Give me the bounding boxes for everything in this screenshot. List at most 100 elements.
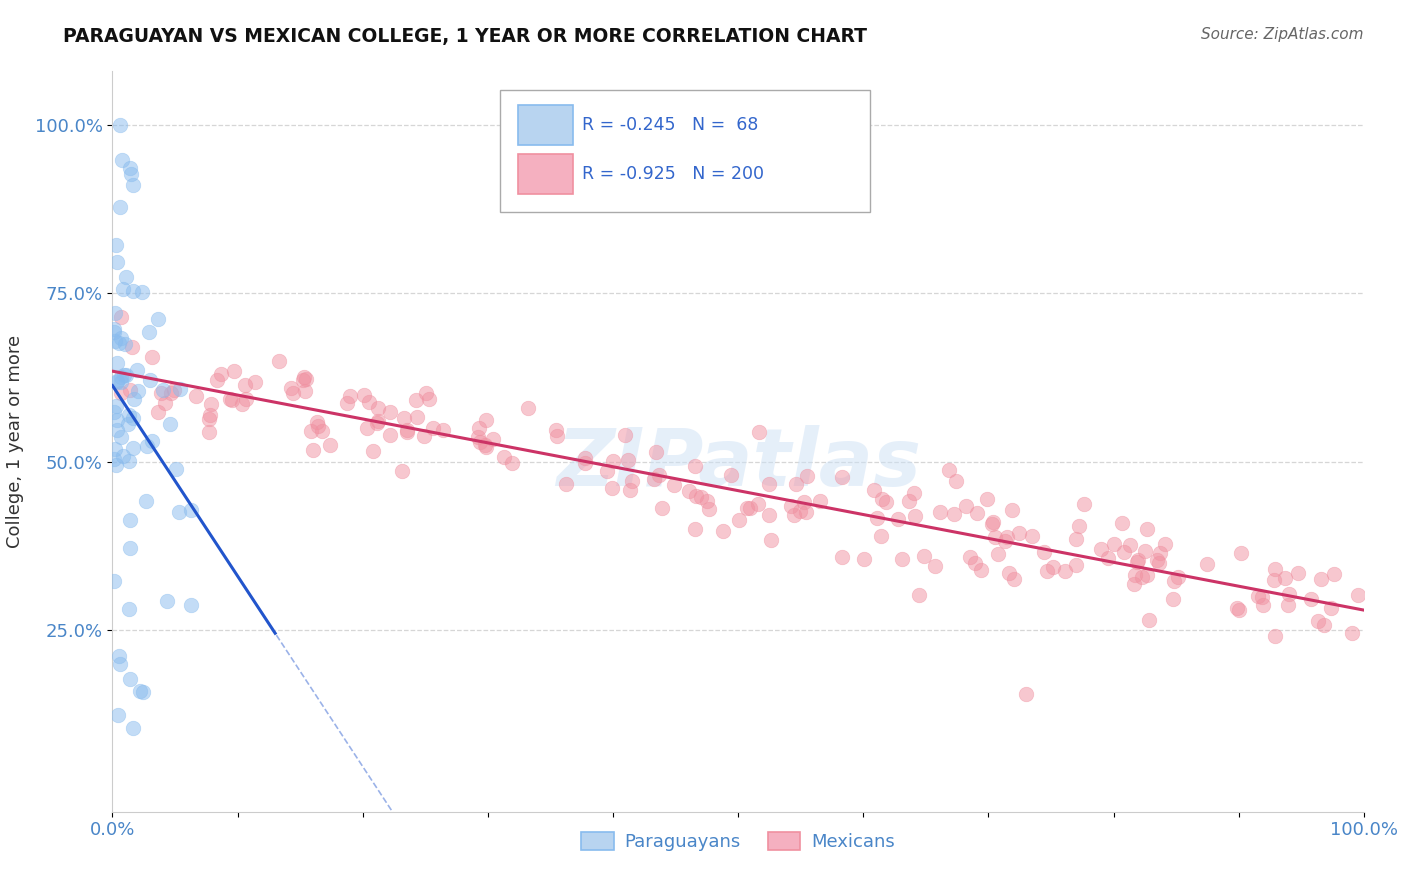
Point [1286, 566, 1309, 581]
Point [136, 439, 159, 453]
Point [103, 334, 125, 348]
Point [122, 392, 145, 407]
Point [104, 237, 127, 252]
Point [222, 364, 245, 378]
Point [218, 392, 240, 407]
Point [1226, 601, 1249, 615]
Point [110, 330, 132, 344]
Legend: Paraguayans, Mexicans: Paraguayans, Mexicans [574, 824, 903, 858]
Point [1097, 550, 1119, 565]
Point [1064, 558, 1087, 573]
Point [758, 477, 780, 491]
Point [107, 356, 129, 370]
Point [115, 368, 138, 383]
Point [644, 445, 666, 459]
Point [291, 373, 314, 387]
Point [110, 385, 132, 400]
Point [105, 412, 128, 426]
Point [105, 374, 128, 388]
Point [120, 513, 142, 527]
Point [1167, 570, 1189, 584]
Point [1135, 544, 1157, 558]
Point [367, 414, 389, 428]
Point [898, 494, 921, 508]
Point [997, 566, 1019, 580]
Point [945, 474, 967, 488]
Point [105, 423, 128, 437]
Point [233, 377, 256, 392]
Point [696, 494, 718, 508]
Point [292, 369, 315, 384]
Point [169, 505, 191, 519]
Point [1310, 572, 1333, 586]
Point [129, 683, 152, 698]
Point [122, 441, 145, 455]
Point [904, 508, 927, 523]
Point [112, 449, 135, 463]
Point [1053, 564, 1076, 578]
Point [120, 161, 142, 175]
Point [197, 425, 219, 440]
Point [149, 385, 172, 400]
Point [1104, 537, 1126, 551]
Point [105, 399, 128, 413]
Point [984, 530, 1007, 544]
Point [281, 385, 304, 400]
Point [112, 368, 135, 382]
Point [295, 372, 318, 386]
Point [1112, 545, 1135, 559]
Point [1274, 571, 1296, 585]
Point [104, 306, 127, 320]
Point [1064, 532, 1087, 546]
Point [928, 505, 950, 519]
Point [209, 367, 232, 381]
Point [711, 524, 734, 538]
Point [1163, 574, 1185, 589]
Point [395, 425, 418, 439]
Point [908, 588, 931, 602]
Point [138, 325, 160, 339]
Point [468, 421, 491, 435]
Point [366, 416, 388, 430]
Point [1320, 601, 1343, 615]
Point [1000, 503, 1022, 517]
Point [1090, 541, 1112, 556]
Point [122, 284, 145, 298]
Point [614, 427, 637, 442]
Text: R = -0.925   N = 200: R = -0.925 N = 200 [582, 164, 763, 183]
Point [118, 383, 141, 397]
Point [467, 430, 489, 444]
Point [664, 478, 686, 492]
Point [1042, 560, 1064, 574]
Point [620, 475, 643, 489]
Y-axis label: College, 1 year or more: College, 1 year or more [6, 335, 24, 548]
Text: Source: ZipAtlas.com: Source: ZipAtlas.com [1201, 27, 1364, 42]
Point [685, 489, 707, 503]
Point [986, 547, 1008, 561]
Point [1277, 599, 1299, 613]
Point [955, 499, 977, 513]
Point [311, 424, 333, 438]
Point [869, 529, 891, 543]
Point [141, 434, 163, 449]
Point [121, 411, 143, 425]
Point [748, 425, 770, 440]
Point [205, 373, 228, 387]
Point [1122, 577, 1144, 591]
Point [995, 530, 1018, 544]
Point [103, 451, 125, 466]
Point [391, 464, 413, 478]
Point [1250, 590, 1272, 604]
Point [1347, 589, 1369, 603]
Point [727, 513, 749, 527]
Point [683, 522, 706, 536]
Point [863, 483, 886, 497]
Point [1197, 557, 1219, 571]
Point [339, 389, 361, 403]
Point [110, 200, 132, 214]
Point [406, 409, 429, 424]
Point [1230, 546, 1253, 560]
Point [831, 470, 853, 484]
Point [165, 462, 187, 476]
Point [555, 476, 578, 491]
